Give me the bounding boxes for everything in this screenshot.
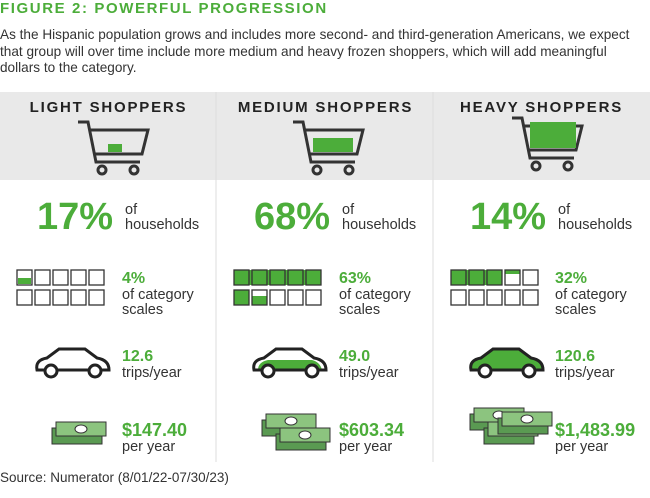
spend-label: per year [555, 439, 609, 455]
households-label: of households [558, 202, 633, 233]
households-label: of households [125, 202, 200, 233]
households-label: of households [342, 202, 417, 233]
intro: As the Hispanic population grows and inc… [0, 27, 630, 75]
source: Source: Numerator (8/01/22-07/30/23) [0, 470, 229, 485]
scale-label: of category scales [555, 287, 627, 318]
households-value: 17% [37, 196, 114, 238]
trips-value: 49.0 [339, 348, 371, 365]
trips-value: 12.6 [122, 348, 154, 365]
spend-value: $1,483.99 [555, 420, 636, 440]
scale-label: of category scales [122, 287, 194, 318]
spend-value: $147.40 [122, 420, 188, 440]
scale-label: of category scales [339, 287, 411, 318]
spend-value: $603.34 [339, 420, 405, 440]
scale-value: 63% [339, 270, 372, 287]
scale-value: 4% [122, 270, 146, 287]
households-value: 14% [470, 196, 547, 238]
title: FIGURE 2: POWERFUL PROGRESSION [0, 0, 328, 17]
scale-value: 32% [555, 270, 588, 287]
trips-value: 120.6 [555, 348, 596, 365]
trips-label: trips/year [555, 365, 615, 381]
column-heading: LIGHT SHOPPERS [29, 99, 188, 116]
households-value: 68% [254, 196, 331, 238]
spend-label: per year [122, 439, 176, 455]
trips-label: trips/year [122, 365, 182, 381]
column-heading: MEDIUM SHOPPERS [237, 99, 414, 116]
trips-label: trips/year [339, 365, 399, 381]
column-heading: HEAVY SHOPPERS [459, 99, 624, 116]
spend-label: per year [339, 439, 393, 455]
